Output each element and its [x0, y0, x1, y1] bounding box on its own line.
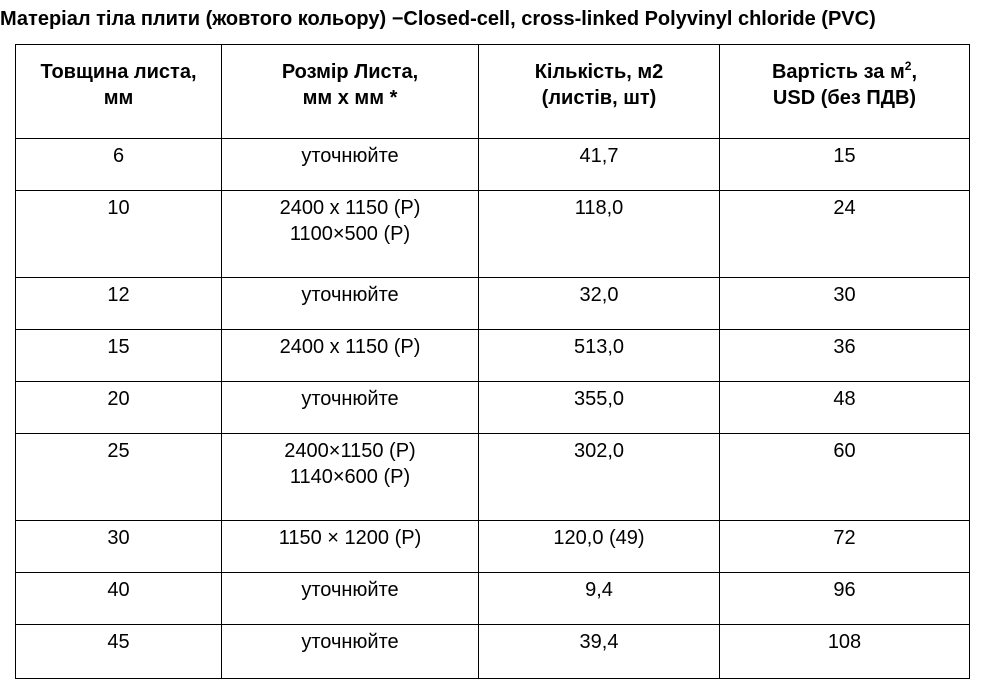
- cell-price: 96: [719, 572, 970, 625]
- table-row: 10 2400 х 1150 (Р) 1100×500 (Р) 118,0 24: [15, 190, 970, 278]
- cell-quantity: 513,0: [478, 329, 720, 382]
- cell-size-line: уточнюйте: [301, 284, 399, 306]
- header-size-line1: Розмір Листа,: [281, 61, 419, 83]
- cell-size: уточнюйте: [221, 572, 479, 625]
- cell-size-line: 1140×600 (Р): [289, 466, 411, 488]
- header-size-line2: мм х мм *: [302, 87, 398, 109]
- header-thickness-line2: мм: [103, 87, 134, 109]
- cell-size: 2400 х 1150 (Р): [221, 329, 479, 382]
- table-row: 12 уточнюйте 32,0 30: [15, 277, 970, 330]
- cell-size-line: уточнюйте: [301, 145, 399, 167]
- cell-size-line: уточнюйте: [301, 388, 399, 410]
- cell-thickness: 15: [15, 329, 222, 382]
- cell-size-line: 1100×500 (Р): [289, 223, 411, 245]
- cell-size: 2400×1150 (Р) 1140×600 (Р): [221, 433, 479, 521]
- header-price-line2: USD (без ПДВ): [772, 87, 917, 109]
- table-row: 45 уточнюйте 39,4 108: [15, 624, 970, 679]
- cell-price: 72: [719, 520, 970, 573]
- cell-size-line: уточнюйте: [301, 579, 399, 601]
- cell-price: 30: [719, 277, 970, 330]
- cell-thickness: 10: [15, 190, 222, 278]
- cell-size: уточнюйте: [221, 138, 479, 191]
- table-row: 20 уточнюйте 355,0 48: [15, 381, 970, 434]
- price-table: Товщина листа, мм Розмір Листа, мм х мм …: [15, 44, 970, 679]
- cell-quantity: 355,0: [478, 381, 720, 434]
- cell-price: 24: [719, 190, 970, 278]
- cell-thickness: 25: [15, 433, 222, 521]
- table-row: 40 уточнюйте 9,4 96: [15, 572, 970, 625]
- cell-price: 15: [719, 138, 970, 191]
- table-row: 30 1150 × 1200 (Р) 120,0 (49) 72: [15, 520, 970, 573]
- cell-quantity: 41,7: [478, 138, 720, 191]
- document-title: Матеріал тіла плити (жовтого кольору) −C…: [0, 8, 876, 30]
- cell-quantity: 9,4: [478, 572, 720, 625]
- cell-quantity: 302,0: [478, 433, 720, 521]
- header-quantity-line2: (листів, шт): [541, 87, 657, 109]
- cell-size: уточнюйте: [221, 624, 479, 679]
- table-row: 15 2400 х 1150 (Р) 513,0 36: [15, 329, 970, 382]
- cell-thickness: 45: [15, 624, 222, 679]
- header-price-line1-end: ,: [911, 61, 918, 83]
- cell-size: 2400 х 1150 (Р) 1100×500 (Р): [221, 190, 479, 278]
- table-row: 6 уточнюйте 41,7 15: [15, 138, 970, 191]
- cell-price: 108: [719, 624, 970, 679]
- header-price-superscript: 2: [904, 59, 912, 73]
- cell-thickness: 40: [15, 572, 222, 625]
- cell-size: уточнюйте: [221, 381, 479, 434]
- cell-size: уточнюйте: [221, 277, 479, 330]
- cell-size-line: уточнюйте: [301, 631, 399, 653]
- header-price-line1: Вартість за м2,: [720, 59, 969, 85]
- cell-quantity: 32,0: [478, 277, 720, 330]
- cell-thickness: 30: [15, 520, 222, 573]
- table-row: 25 2400×1150 (Р) 1140×600 (Р) 302,0 60: [15, 433, 970, 521]
- table-header-row: Товщина листа, мм Розмір Листа, мм х мм …: [15, 44, 970, 139]
- cell-price: 48: [719, 381, 970, 434]
- cell-size-line: 2400 х 1150 (Р): [279, 197, 421, 219]
- cell-size-line: 2400×1150 (Р): [284, 440, 416, 462]
- header-price-line1-text: Вартість за м: [771, 61, 905, 83]
- header-price: Вартість за м2, USD (без ПДВ): [719, 44, 970, 139]
- cell-size: 1150 × 1200 (Р): [221, 520, 479, 573]
- cell-size-line: 2400 х 1150 (Р): [279, 336, 421, 358]
- cell-thickness: 6: [15, 138, 222, 191]
- header-quantity-line1: Кількість, м2: [534, 61, 664, 83]
- cell-size-line: 1150 × 1200 (Р): [278, 527, 422, 549]
- header-size: Розмір Листа, мм х мм *: [221, 44, 479, 139]
- header-thickness: Товщина листа, мм: [15, 44, 222, 139]
- cell-quantity: 118,0: [478, 190, 720, 278]
- cell-thickness: 20: [15, 381, 222, 434]
- cell-thickness: 12: [15, 277, 222, 330]
- header-thickness-line1: Товщина листа,: [40, 61, 197, 83]
- cell-price: 60: [719, 433, 970, 521]
- cell-price: 36: [719, 329, 970, 382]
- header-quantity: Кількість, м2 (листів, шт): [478, 44, 720, 139]
- cell-quantity: 120,0 (49): [478, 520, 720, 573]
- cell-quantity: 39,4: [478, 624, 720, 679]
